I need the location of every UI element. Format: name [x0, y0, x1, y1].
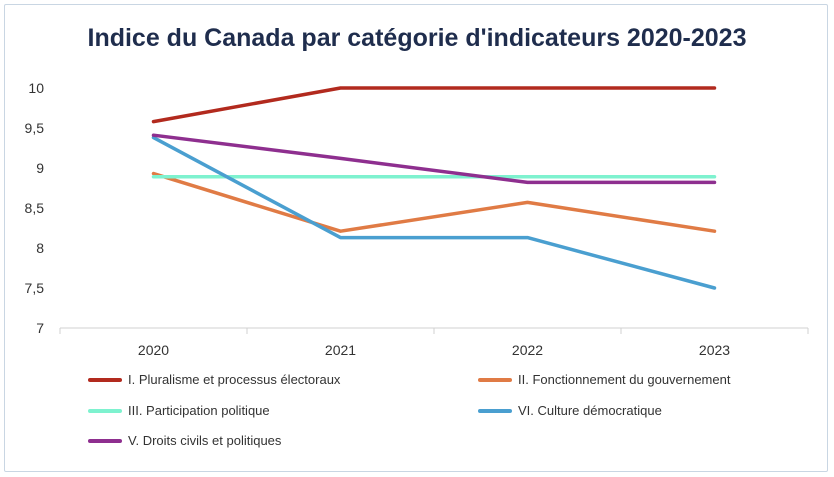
y-tick-label: 7 — [36, 320, 44, 336]
legend-label: I. Pluralisme et processus électoraux — [128, 372, 341, 387]
legend-swatch — [88, 408, 122, 413]
legend-item: II. Fonctionnement du gouvernement — [478, 372, 730, 387]
legend-item: I. Pluralisme et processus électoraux — [88, 372, 340, 387]
legend-label: III. Participation politique — [128, 403, 270, 418]
x-tick-label: 2021 — [325, 342, 356, 358]
legend-label: V. Droits civils et politiques — [128, 433, 282, 448]
y-tick-label: 7,5 — [25, 280, 45, 296]
series-line-4 — [151, 135, 717, 290]
legend-swatch — [88, 377, 122, 382]
legend-item: V. Droits civils et politiques — [88, 433, 281, 448]
y-tick-label: 8,5 — [25, 200, 45, 216]
y-tick-label: 8 — [36, 240, 44, 256]
legend-item: III. Participation politique — [88, 403, 270, 418]
x-tick-label: 2022 — [512, 342, 543, 358]
x-tick-label: 2023 — [699, 342, 730, 358]
y-tick-label: 10 — [28, 80, 44, 96]
chart-title: Indice du Canada par catégorie d'indicat… — [87, 24, 747, 52]
series-line-2 — [151, 171, 717, 233]
y-tick-label: 9 — [36, 160, 44, 176]
legend-label: VI. Culture démocratique — [518, 403, 662, 418]
y-tick-label: 9,5 — [25, 120, 45, 136]
legend-label: II. Fonctionnement du gouvernement — [518, 372, 731, 387]
legend-swatch — [88, 438, 122, 443]
x-tick-label: 2020 — [138, 342, 169, 358]
series-line-1 — [151, 86, 717, 124]
legend-item: VI. Culture démocratique — [478, 403, 662, 418]
series-line-5 — [151, 133, 717, 185]
legend-swatch — [478, 408, 512, 413]
legend-swatch — [478, 377, 512, 382]
